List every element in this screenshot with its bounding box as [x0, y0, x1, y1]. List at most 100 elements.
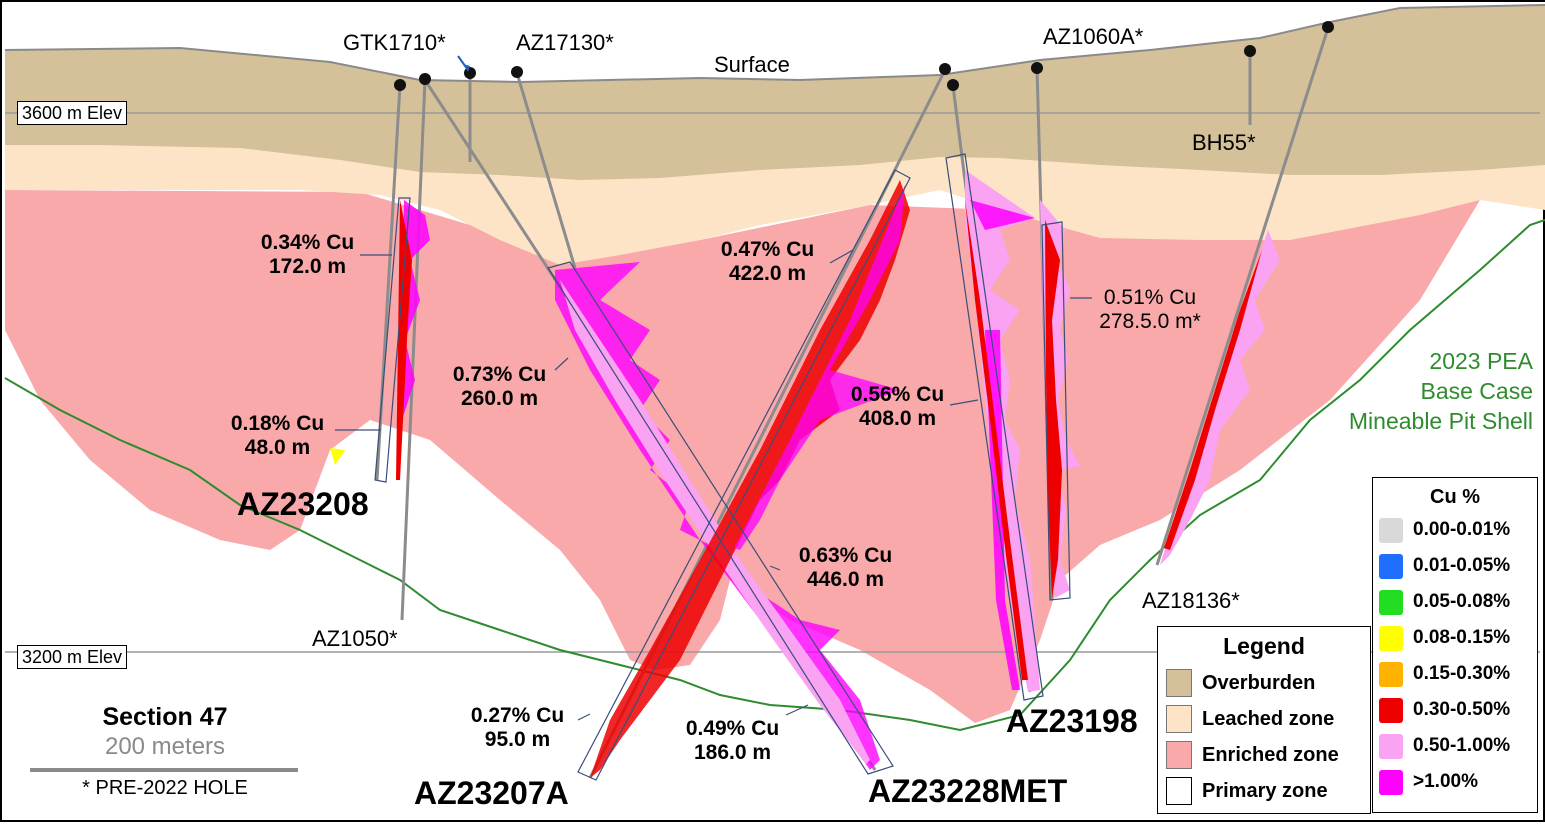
- cu-legend: Cu % 0.00-0.01% 0.01-0.05% 0.05-0.08% 0.…: [1372, 477, 1538, 813]
- legend-row-leached: Leached zone: [1166, 705, 1334, 733]
- interval-label-9: 0.49% Cu 186.0 m: [670, 717, 795, 765]
- cu-row: 0.01-0.05%: [1379, 552, 1510, 580]
- interval-grade: 0.73% Cu: [452, 363, 547, 386]
- cu-row: 0.08-0.15%: [1379, 624, 1510, 652]
- hole-label-az1060a: AZ1060A*: [1043, 24, 1144, 49]
- enriched-zone: [5, 190, 1480, 723]
- pit-shell-line2: Base Case: [1420, 378, 1533, 404]
- legend-label: Overburden: [1202, 671, 1316, 694]
- cu-row: 0.15-0.30%: [1379, 660, 1510, 688]
- interval-length: 422.0 m: [728, 262, 807, 285]
- leached-zone: [5, 140, 1545, 265]
- interval-label-8: 0.27% Cu 95.0 m: [455, 704, 580, 752]
- cu-label: 0.00-0.01%: [1413, 519, 1511, 540]
- overburden: [5, 5, 1545, 180]
- pit-shell-label: 2023 PEA Base Case Mineable Pit Shell: [1349, 346, 1533, 436]
- cu-label: >1.00%: [1413, 771, 1478, 792]
- interval-length: 278.5.0 m*: [1099, 310, 1201, 333]
- interval-grade: 0.49% Cu: [685, 717, 780, 740]
- cu-row: >1.00%: [1379, 768, 1478, 796]
- interval-length: 48.0 m: [244, 436, 311, 459]
- interval-grade: 0.27% Cu: [470, 704, 565, 727]
- cu-legend-title: Cu %: [1430, 486, 1480, 508]
- legend-swatch: [1166, 705, 1192, 733]
- section-title: Section 47: [102, 703, 228, 731]
- collars: [394, 21, 1334, 91]
- interval-label-5: 0.56% Cu 408.0 m: [835, 383, 960, 431]
- interval-label-1: 0.34% Cu 172.0 m: [245, 231, 370, 279]
- cu-swatch: [1379, 589, 1403, 615]
- cu-label: 0.50-1.00%: [1413, 735, 1511, 756]
- cu-swatch: [1379, 661, 1403, 687]
- hole-label-bh55: BH55*: [1192, 130, 1256, 155]
- pit-shell-line3: Mineable Pit Shell: [1348, 408, 1533, 434]
- cu-swatch: [1379, 517, 1403, 543]
- trace-az18136: [1155, 27, 1330, 566]
- elev-label-3600: 3600 m Elev: [17, 101, 128, 125]
- legend-row-enriched: Enriched zone: [1166, 741, 1339, 769]
- cu-label: 0.30-0.50%: [1413, 699, 1511, 720]
- interval-grade: 0.34% Cu: [260, 231, 355, 254]
- hole-label-gtk1710: GTK1710*: [343, 30, 446, 55]
- interval-length: 95.0 m: [484, 728, 551, 751]
- interval-label-4: 0.47% Cu 422.0 m: [705, 238, 830, 286]
- surface-label: Surface: [714, 52, 790, 77]
- surface-line: [4, 4, 1545, 84]
- cu-label: 0.01-0.05%: [1413, 555, 1511, 576]
- legend-row-primary: Primary zone: [1166, 777, 1328, 805]
- cu-swatch: [1379, 733, 1403, 759]
- trace-az1050: [400, 79, 427, 621]
- interval-length: 446.0 m: [806, 568, 885, 591]
- legend-swatch: [1166, 669, 1192, 697]
- cu-label: 0.08-0.15%: [1413, 627, 1511, 648]
- interval-label-3: 0.73% Cu 260.0 m: [437, 363, 562, 411]
- cu-row: 0.50-1.00%: [1379, 732, 1510, 760]
- cu-swatch: [1379, 697, 1403, 723]
- interval-length: 408.0 m: [858, 407, 937, 430]
- interval-grade: 0.56% Cu: [850, 383, 945, 406]
- elev-label-3200: 3200 m Elev: [17, 645, 128, 669]
- cu-label: 0.05-0.08%: [1413, 591, 1511, 612]
- legend-label: Enriched zone: [1202, 743, 1339, 766]
- sky: [1330, 2, 1545, 22]
- pit-shell-line1: 2023 PEA: [1429, 348, 1533, 374]
- interval-grade: 0.47% Cu: [720, 238, 815, 261]
- interval-grade: 0.63% Cu: [798, 544, 893, 567]
- trace-az17130: [515, 72, 577, 269]
- legend-swatch: [1166, 741, 1192, 769]
- bracket-az23198: [945, 153, 1044, 701]
- legend-swatch: [1166, 777, 1192, 805]
- interval-label-6: 0.51% Cu 278.5.0 m*: [1075, 286, 1225, 334]
- scale-label: 200 meters: [104, 733, 226, 760]
- interval-grade: 0.51% Cu: [1103, 286, 1197, 309]
- interval-label-2: 0.18% Cu 48.0 m: [215, 412, 340, 460]
- hole-label-az17130: AZ17130*: [516, 30, 614, 55]
- zone-legend: Legend Overburden Leached zone Enriched …: [1157, 626, 1371, 814]
- interval-grade: 0.18% Cu: [230, 412, 325, 435]
- cu-swatch: [1379, 769, 1403, 795]
- hole-label-az23207a: AZ23207A: [414, 775, 569, 811]
- hole-label-az18136: AZ18136*: [1142, 588, 1240, 613]
- legend-label: Primary zone: [1202, 779, 1328, 802]
- legend-row-overburden: Overburden: [1166, 669, 1315, 697]
- interval-length: 172.0 m: [268, 255, 347, 278]
- cu-row: 0.05-0.08%: [1379, 588, 1510, 616]
- legend-label: Leached zone: [1202, 707, 1335, 730]
- cu-row: 0.00-0.01%: [1379, 516, 1510, 544]
- pit-shell-line: [4, 219, 1545, 732]
- bracket-az23207a: [577, 169, 911, 781]
- section-block: Section 47 200 meters * PRE-2022 HOLE: [30, 703, 300, 800]
- interval-brackets: [335, 153, 1092, 781]
- pre-2022-note: * PRE-2022 HOLE: [82, 777, 248, 799]
- cu-label: 0.15-0.30%: [1413, 663, 1511, 684]
- bracket-az1060a: [1041, 221, 1071, 601]
- cu-swatch: [1379, 553, 1403, 579]
- hole-label-az23198: AZ23198: [1006, 703, 1138, 739]
- hole-label-az23208: AZ23208: [237, 486, 369, 522]
- interval-length: 186.0 m: [693, 741, 772, 764]
- legend-title: Legend: [1223, 633, 1305, 659]
- bracket-az23208: [374, 197, 411, 483]
- hole-label-az23228met: AZ23228MET: [868, 773, 1068, 809]
